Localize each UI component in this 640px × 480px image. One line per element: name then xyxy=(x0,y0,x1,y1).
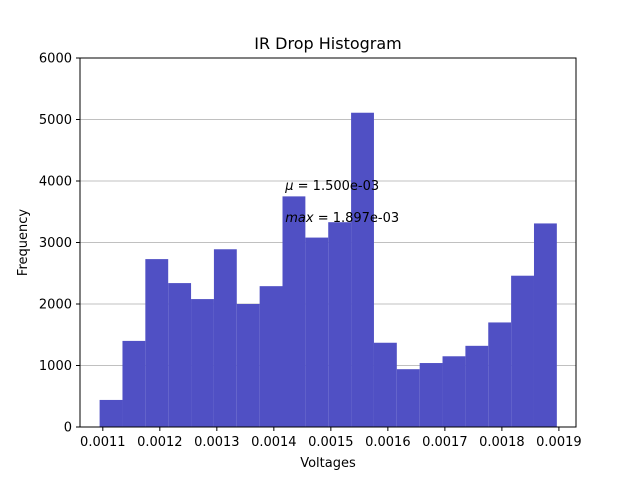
histogram-bar xyxy=(328,222,352,427)
histogram-bar xyxy=(419,363,443,427)
x-tick-label: 0.0014 xyxy=(251,435,297,450)
y-axis-label: Frequency xyxy=(16,209,31,276)
y-tick-label: 4000 xyxy=(39,175,72,190)
x-axis-label: Voltages xyxy=(300,456,356,471)
x-tick-label: 0.0016 xyxy=(365,435,411,450)
histogram-bar xyxy=(168,283,192,427)
x-tick-label: 0.0019 xyxy=(536,435,582,450)
histogram-bar xyxy=(305,237,329,427)
annotations: μ = 1.500e-03 max = 1.897e-03 xyxy=(284,179,399,226)
annotation-text: max = 1.897e-03 xyxy=(285,211,399,226)
histogram-bar xyxy=(396,369,420,427)
histogram-bar xyxy=(442,356,466,427)
histogram-bar xyxy=(373,342,397,427)
histogram-bar xyxy=(259,286,283,427)
histogram-bar xyxy=(465,345,489,427)
histogram-bar xyxy=(145,259,169,427)
y-tick-label: 0 xyxy=(64,421,72,436)
y-tick-label: 1000 xyxy=(39,359,72,374)
x-tick-label: 0.0015 xyxy=(308,435,354,450)
x-tick-label: 0.0011 xyxy=(80,435,126,450)
histogram-bar xyxy=(533,223,557,427)
histogram-bar xyxy=(122,340,146,427)
histogram-bar xyxy=(351,112,374,428)
histogram-bar xyxy=(236,304,260,427)
y-tick-label: 5000 xyxy=(39,113,72,128)
chart-title: IR Drop Histogram xyxy=(254,34,402,53)
x-tick-label: 0.0018 xyxy=(479,435,525,450)
histogram-bar xyxy=(511,275,534,427)
histogram-bar xyxy=(213,249,237,427)
y-axis-ticks: 0 1000 2000 3000 4000 5000 6000 xyxy=(39,52,80,436)
histogram-bar xyxy=(191,299,214,427)
x-axis-ticks: 0.0011 0.0012 0.0013 0.0014 0.0015 0.0016 0.00… xyxy=(80,427,582,450)
histogram-bar xyxy=(99,399,123,427)
y-tick-label: 6000 xyxy=(39,52,72,67)
histogram-bar xyxy=(282,196,306,427)
x-tick-label: 0.0013 xyxy=(194,435,240,450)
annotation-text: μ = 1.500e-03 xyxy=(284,179,379,194)
bars xyxy=(99,112,557,428)
y-tick-label: 3000 xyxy=(39,236,72,251)
y-tick-label: 2000 xyxy=(39,298,72,313)
histogram-bar xyxy=(488,322,512,427)
x-tick-label: 0.0012 xyxy=(137,435,183,450)
x-tick-label: 0.0017 xyxy=(422,435,468,450)
